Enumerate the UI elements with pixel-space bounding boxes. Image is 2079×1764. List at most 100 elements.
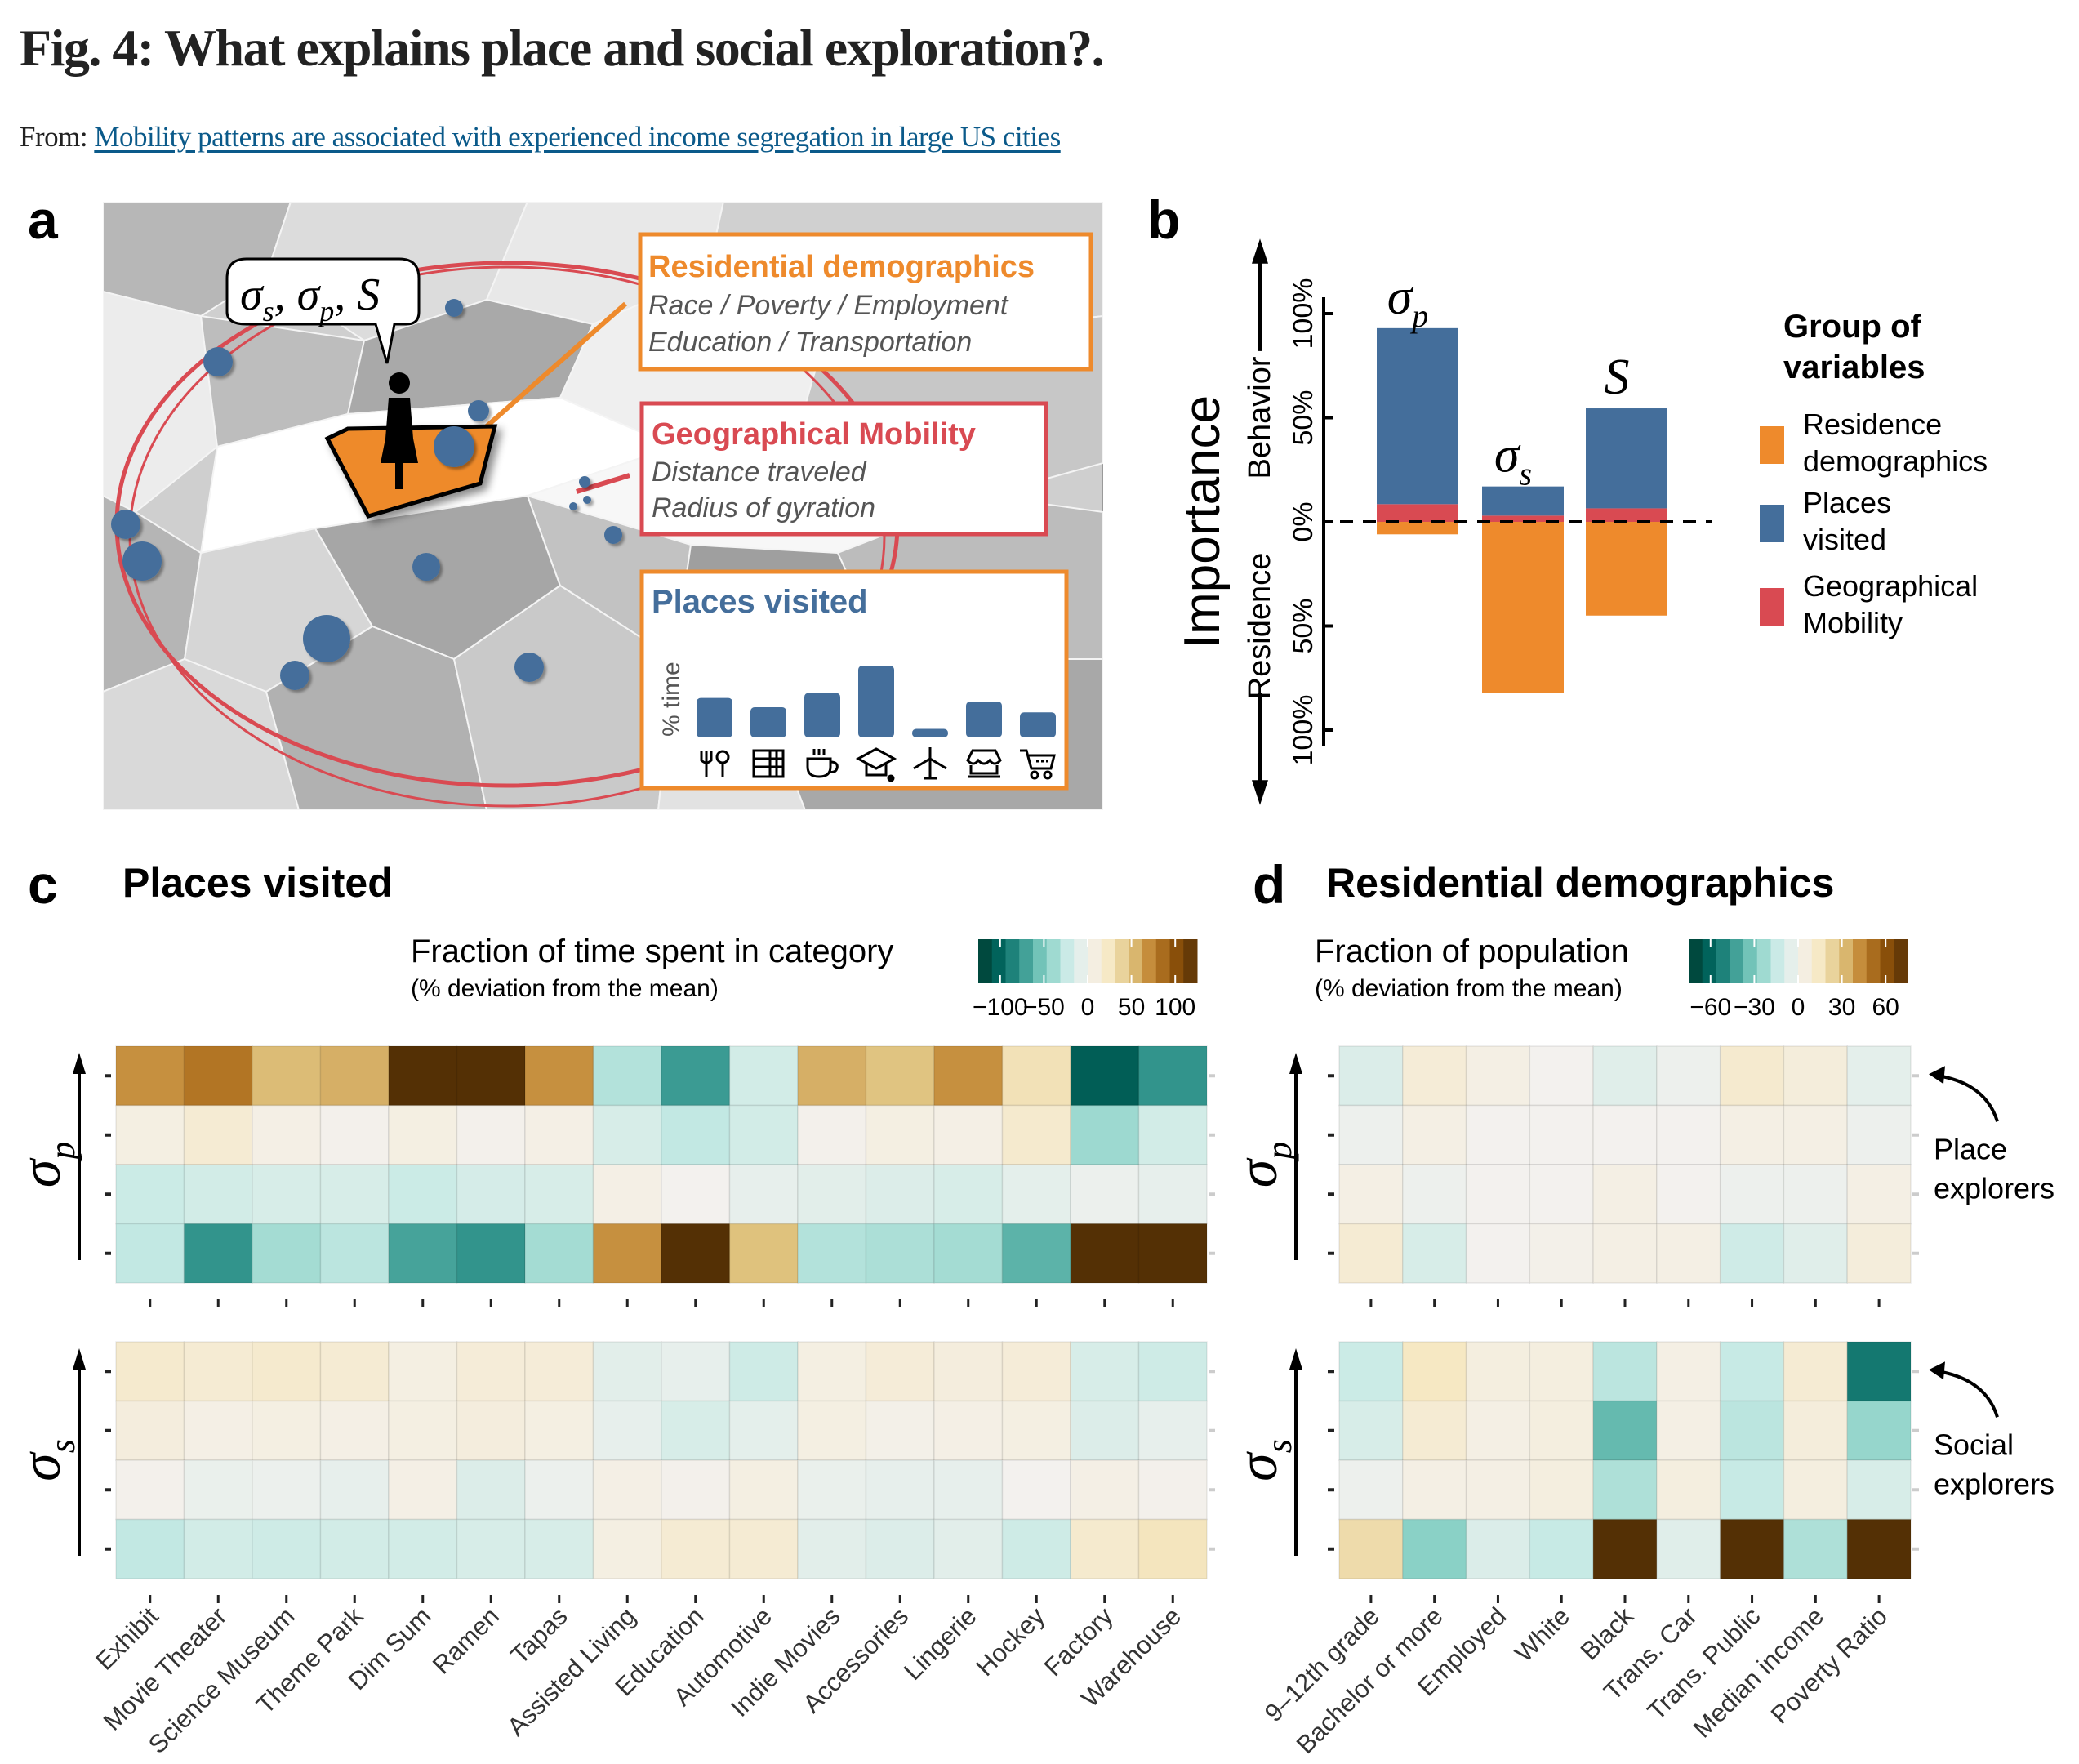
heatmap-cell: [592, 1164, 662, 1225]
heatmap-cell: [1338, 1045, 1404, 1107]
heatmap-cell: [319, 1164, 390, 1225]
heatmap-cell: [1137, 1400, 1208, 1461]
column-label: Hockey: [970, 1601, 1050, 1682]
annotation-label-line2: explorers: [1934, 1171, 2055, 1205]
heatmap-cell: [1592, 1400, 1658, 1461]
heatmap-cell: [865, 1045, 935, 1107]
heatmap-cell: [1719, 1518, 1785, 1579]
colorbar-tick-label: 60: [1872, 994, 1899, 1021]
heatmap-cell: [1001, 1104, 1071, 1165]
heatmap-cell: [1001, 1459, 1071, 1521]
colorbar-tick-label: −100: [973, 994, 1028, 1021]
restaurant-icon: [700, 750, 730, 777]
heatmap-cell: [592, 1223, 662, 1284]
heatmap-cell: [1001, 1223, 1071, 1284]
panel-c-places-heatmap: Fraction of time spent in category (% dev…: [10, 933, 1215, 1759]
heatmap-cell: [592, 1104, 662, 1165]
heatmap-cell: [456, 1164, 526, 1225]
heatmap-cell: [524, 1045, 594, 1107]
colorbar-segment: [1005, 939, 1020, 983]
places-mini-bar: [858, 666, 894, 737]
colorbar-segment: [1155, 939, 1170, 983]
heatmap-cell: [319, 1104, 390, 1165]
annotation-label-line1: Place: [1934, 1132, 2007, 1165]
heatmap-cell: [183, 1459, 253, 1521]
heatmap-cell: [183, 1164, 253, 1225]
place-dot: [203, 347, 233, 376]
heatmap-cell: [1137, 1341, 1208, 1402]
heatmap-cell: [797, 1045, 867, 1107]
source-article-link[interactable]: Mobility patterns are associated with ex…: [94, 121, 1061, 153]
heatmap-cell: [1719, 1341, 1785, 1402]
heatmap-cell: [933, 1223, 1004, 1284]
heatmap-cell: [1592, 1518, 1658, 1579]
annotation-label-line2: explorers: [1934, 1467, 2055, 1500]
heatmap-cell: [592, 1518, 662, 1579]
heatmap-cell: [319, 1223, 390, 1284]
legend-item-label-line1: Residence: [1803, 408, 1942, 441]
colorbar-segment: [1074, 939, 1088, 983]
y-axis-title: Importance: [1174, 395, 1231, 648]
heatmap-cell: [1846, 1518, 1912, 1579]
colorbar-title: Fraction of population: [1315, 933, 1629, 969]
bar-segment-geographical-mobility: [1482, 515, 1564, 522]
colorbar-segment: [978, 939, 993, 983]
panel-d-label: d: [1253, 854, 1286, 915]
heatmap-cell: [797, 1341, 867, 1402]
legend-swatch: [1760, 426, 1784, 464]
heatmap-cell: [1719, 1164, 1785, 1225]
places-mini-bar: [697, 697, 732, 737]
heatmap-cell: [1529, 1045, 1594, 1107]
heatmap-cell: [865, 1459, 935, 1521]
heatmap-cell: [1529, 1104, 1594, 1165]
residential-connector: [485, 301, 627, 429]
heatmap-cell: [1001, 1164, 1071, 1225]
heatmap-cell: [1338, 1400, 1404, 1461]
place-dot: [303, 615, 350, 662]
places-box-ylabel: % time: [658, 662, 685, 737]
colorbar-segment: [1770, 939, 1785, 983]
annotation-label-line1: Social: [1934, 1428, 2014, 1461]
colorbar-segment: [1689, 939, 1703, 983]
heatmap-cell: [388, 1341, 458, 1402]
heatmap-cell: [1846, 1459, 1912, 1521]
colorbar-segment: [1866, 939, 1881, 983]
places-mini-bar: [1020, 712, 1056, 737]
row-group-label: σp: [1226, 1142, 1299, 1188]
heatmap-cell: [456, 1341, 526, 1402]
heatmap-block-sigma-s: σs: [1226, 1341, 1919, 1579]
place-dot: [514, 653, 544, 682]
heatmap-cell: [252, 1223, 322, 1284]
heatmap-cell: [661, 1045, 731, 1107]
heatmap-cell: [592, 1400, 662, 1461]
panel-c-title: Places visited: [122, 860, 393, 906]
heatmap-cell: [865, 1341, 935, 1402]
heatmap-cell: [1592, 1223, 1658, 1284]
panel-a-label: a: [28, 189, 58, 250]
bar-segment-residence-demographics: [1482, 522, 1564, 693]
up-arrowhead-icon: [1252, 238, 1268, 264]
heatmap-cell: [797, 1400, 867, 1461]
heatmap-cell: [1070, 1164, 1140, 1225]
colorbar: Fraction of time spent in category (% dev…: [411, 933, 1198, 1021]
heatmap-cell: [728, 1459, 799, 1521]
heatmap-cell: [388, 1045, 458, 1107]
heatmap-cell: [1465, 1459, 1531, 1521]
heatmap-cell: [319, 1400, 390, 1461]
heatmap-cell: [456, 1459, 526, 1521]
y-tick-label: 100%: [1288, 695, 1319, 766]
heatmap-cell: [1656, 1341, 1721, 1402]
heatmap-cell: [1070, 1223, 1140, 1284]
heatmap-cell: [388, 1104, 458, 1165]
heatmap-cell: [1592, 1104, 1658, 1165]
place-dot: [434, 426, 474, 467]
rank-arrow-head-icon: [1289, 1348, 1302, 1370]
heatmap-cell: [456, 1045, 526, 1107]
colorbar-segment: [1894, 939, 1908, 983]
place-dot: [445, 299, 463, 317]
heatmap-cell: [115, 1459, 185, 1521]
heatmap-cell: [1783, 1400, 1848, 1461]
colorbar-segment: [1169, 939, 1184, 983]
heatmap-cell: [1783, 1341, 1848, 1402]
heatmap-cell: [728, 1223, 799, 1284]
